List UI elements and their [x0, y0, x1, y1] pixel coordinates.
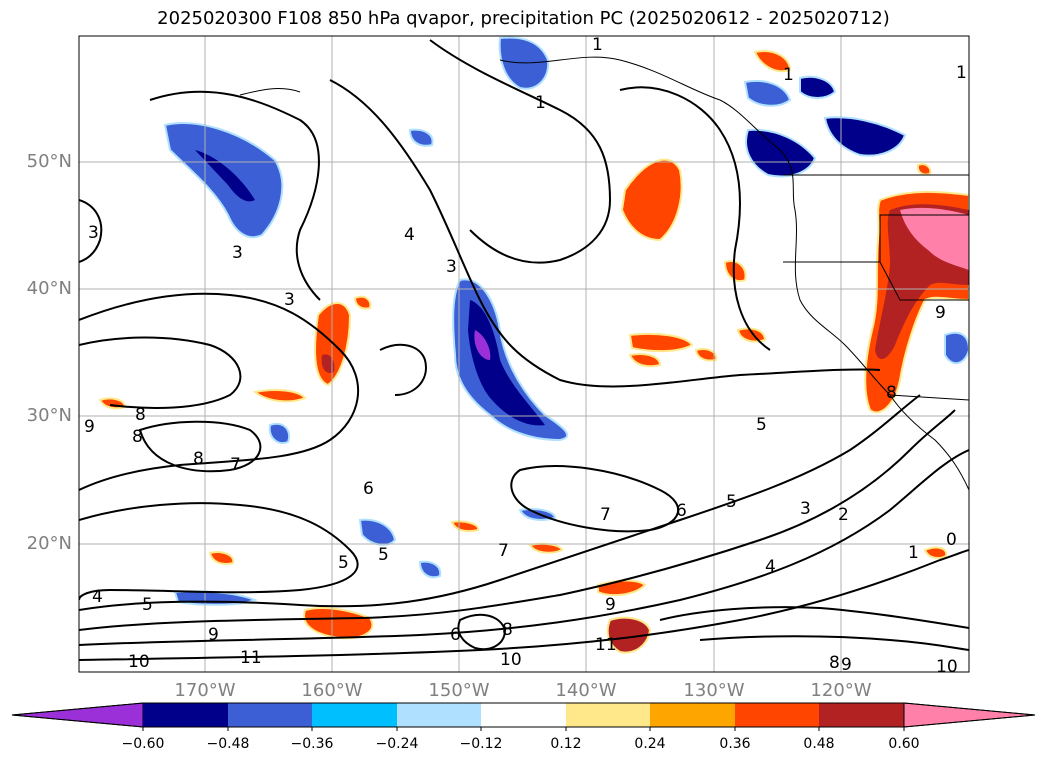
- contour-label: 4: [404, 225, 415, 245]
- contour-label: 3: [232, 243, 243, 263]
- contour-label: 1: [592, 35, 603, 55]
- lon-label: 120°W: [810, 680, 872, 701]
- contour-label: 9: [841, 655, 852, 675]
- colorbar-tick-label: 0.24: [634, 736, 666, 752]
- lat-label: 40°N: [26, 278, 72, 299]
- contour-label: 7: [600, 505, 611, 525]
- contour-label: 0: [946, 530, 957, 550]
- contour-label: 5: [726, 492, 737, 512]
- contour-label: 9: [208, 625, 219, 645]
- contour-label: 7: [498, 541, 509, 561]
- contour-label: 9: [605, 595, 616, 615]
- colorbar-segment: [312, 703, 397, 727]
- lon-label: 130°W: [683, 680, 745, 701]
- contour-label: 9: [935, 303, 946, 323]
- contour-label: 8: [502, 620, 513, 640]
- lat-label: 50°N: [26, 151, 72, 172]
- contour-label: 5: [756, 415, 767, 435]
- lon-label: 170°W: [174, 680, 236, 701]
- colorbar-tick-label: −0.12: [459, 736, 503, 752]
- contour-label: 1: [908, 543, 919, 563]
- colorbar: [11, 702, 1036, 731]
- colorbar-segment: [11, 702, 144, 728]
- lon-label: 160°W: [301, 680, 363, 701]
- colorbar-tick-label: −0.24: [375, 736, 419, 752]
- contour-label: 1: [783, 65, 794, 85]
- colorbar-segment: [566, 703, 650, 727]
- map-frame: [78, 35, 970, 673]
- colorbar-segment: [481, 703, 566, 727]
- contour-label: 9: [84, 417, 95, 437]
- graticule: [79, 36, 969, 672]
- lon-label: 140°W: [555, 680, 617, 701]
- contour-label: 2: [838, 505, 849, 525]
- colorbar-tick-label: −0.60: [121, 736, 165, 752]
- contour-label: 6: [450, 625, 461, 645]
- contour-label: 6: [363, 479, 374, 499]
- contour-label: 7: [230, 455, 241, 475]
- contour-label: 5: [378, 545, 389, 565]
- colorbar-segment: [819, 703, 904, 727]
- contour-label: 4: [765, 557, 776, 577]
- colorbar-segment: [397, 703, 481, 727]
- contour-label: 5: [142, 595, 153, 615]
- colorbar-tick-label: 0.60: [888, 736, 920, 752]
- colorbar-segment: [735, 703, 819, 727]
- lat-label: 30°N: [26, 405, 72, 426]
- colorbar-tick-label: −0.36: [290, 736, 334, 752]
- contour-label: 11: [240, 648, 262, 668]
- page-title: 2025020300 F108 850 hPa qvapor, precipit…: [157, 8, 890, 29]
- colorbar-segment: [903, 702, 1036, 728]
- contour-label: 5: [338, 553, 349, 573]
- contour-label: 10: [936, 657, 958, 677]
- contour-label: 6: [676, 501, 687, 521]
- contour-label: 8: [886, 383, 897, 403]
- lat-label: 20°N: [26, 533, 72, 554]
- colorbar-tick-label: 0.48: [803, 736, 835, 752]
- contour-label: 8: [829, 653, 840, 673]
- contour-label: 3: [284, 290, 295, 310]
- contour-label: 10: [500, 650, 522, 670]
- contour-labels: 1 1 1 3 3 3 4 3 9 8 8 8 7 6 5 4 5 9 10 1…: [84, 35, 967, 677]
- contour-label: 8: [193, 449, 204, 469]
- contour-label: 4: [92, 587, 103, 607]
- contour-label: 1: [535, 93, 546, 113]
- contour-label: 1: [956, 63, 967, 83]
- qvapor-contours: [79, 39, 969, 661]
- colorbar-tick-label: −0.48: [206, 736, 250, 752]
- coastlines: [239, 56, 969, 491]
- contour-label: 3: [88, 223, 99, 243]
- colorbar-segment: [228, 703, 312, 727]
- contour-label: 11: [595, 635, 617, 655]
- contour-label: 3: [800, 499, 811, 519]
- contour-label: 8: [135, 405, 146, 425]
- colorbar-segment: [650, 703, 735, 727]
- contour-label: 10: [128, 652, 150, 672]
- colorbar-tick-label: 0.36: [719, 736, 751, 752]
- contour-label: 3: [446, 257, 457, 277]
- colorbar-tick-label: 0.12: [550, 736, 582, 752]
- contour-label: 8: [132, 427, 143, 447]
- colorbar-segment: [143, 703, 228, 727]
- lon-label: 150°W: [428, 680, 490, 701]
